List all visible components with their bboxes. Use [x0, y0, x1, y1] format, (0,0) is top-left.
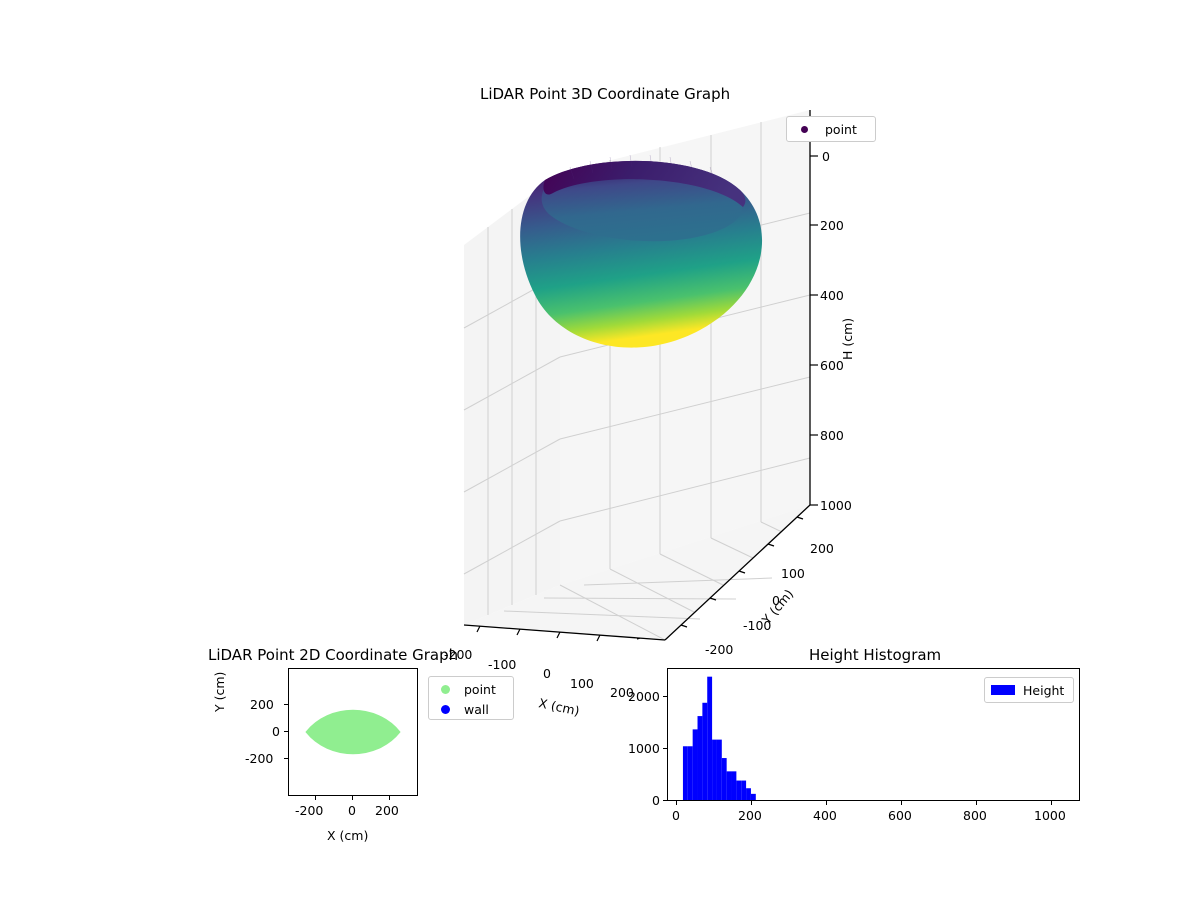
ytick-2d-2: 200 — [250, 697, 274, 712]
legend-item-wall-2d[interactable]: wall — [429, 699, 513, 719]
xtick-mark-2d-200 — [389, 796, 390, 800]
histogram-bar — [697, 716, 703, 800]
xaxis-label-2d: X (cm) — [327, 828, 369, 843]
ytick-3d-2: 0 — [772, 593, 780, 608]
ytick-mark-2d-neg200 — [284, 758, 288, 759]
xaxis-label-3d: X (cm) — [537, 695, 581, 718]
histogram-bar — [712, 739, 717, 800]
xtick-hist-2: 400 — [813, 808, 837, 823]
xtick-hist-0: 0 — [672, 808, 680, 823]
panel-hist-title: Height Histogram — [809, 646, 942, 664]
legend-item-height[interactable]: Height — [985, 680, 1073, 700]
histogram-bar — [741, 780, 747, 800]
histogram-bar — [716, 739, 722, 800]
xtick-2d-2: 200 — [375, 803, 399, 818]
point-cloud-3d — [520, 154, 763, 348]
xtick-3d-1: -100 — [488, 657, 516, 672]
xtick-hist-1: 200 — [738, 808, 762, 823]
histogram-bar — [707, 676, 713, 800]
xtick-mark-hist-800 — [976, 801, 977, 805]
ztick-3d-0: 0 — [822, 149, 830, 164]
ytick-mark-2d-200 — [284, 704, 288, 705]
legend-label-height: Height — [1023, 682, 1065, 698]
ytick-mark-hist-2000 — [663, 696, 667, 697]
ytick-mark-hist-1000 — [663, 748, 667, 749]
ytick-hist-1: 1000 — [628, 741, 660, 756]
ztick-3d-3: 600 — [820, 358, 844, 373]
ytick-2d-1: 0 — [272, 724, 280, 739]
ytick-3d-1: -100 — [743, 618, 771, 633]
xtick-mark-hist-600 — [901, 801, 902, 805]
xtick-3d-2: 0 — [543, 666, 551, 681]
yaxis-label-2d: Y (cm) — [212, 671, 227, 712]
histogram-bar — [726, 771, 732, 800]
ztick-3d-4: 800 — [820, 428, 844, 443]
xtick-3d-0: -200 — [444, 647, 472, 662]
legend-label-point-2d: point — [464, 681, 496, 697]
xtick-mark-hist-0 — [676, 801, 677, 805]
xaxis-ticks-3d — [476, 625, 641, 642]
histogram-bar — [746, 788, 751, 800]
ytick-mark-2d-0 — [284, 731, 288, 732]
ytick-2d-0: -200 — [245, 751, 274, 766]
panel-3d-title: LiDAR Point 3D Coordinate Graph — [480, 85, 731, 103]
ztick-3d-1: 200 — [820, 218, 844, 233]
ytick-3d-3: 100 — [781, 566, 805, 581]
xtick-2d-0: -200 — [295, 803, 324, 818]
xtick-hist-4: 800 — [963, 808, 987, 823]
axes-2d[interactable] — [288, 668, 418, 796]
legend-label-point-3d: point — [825, 121, 857, 137]
ytick-3d-4: 200 — [810, 541, 834, 556]
zaxis-ticks-3d — [810, 155, 818, 506]
pane-floor — [464, 505, 810, 640]
histogram-bar — [731, 771, 737, 800]
wall-marker-icon — [441, 704, 450, 714]
xtick-mark-hist-1000 — [1051, 801, 1052, 805]
ytick-3d-0: -200 — [705, 642, 733, 657]
point-cluster-2d — [305, 709, 401, 755]
ytick-hist-2: 2000 — [628, 689, 660, 704]
legend-item-point-2d[interactable]: point — [429, 679, 513, 699]
zaxis-label-3d: H (cm) — [840, 318, 855, 360]
xtick-mark-hist-400 — [826, 801, 827, 805]
yaxis-ticks-3d — [680, 516, 804, 628]
legend-label-wall-2d: wall — [464, 701, 489, 717]
point-marker-icon — [441, 684, 450, 694]
height-swatch-icon — [991, 685, 1015, 695]
legend-histogram[interactable]: Height — [984, 677, 1074, 703]
xtick-mark-2d-neg200 — [315, 796, 316, 800]
panel-2d-title: LiDAR Point 2D Coordinate Graph — [208, 646, 459, 664]
ytick-hist-0: 0 — [652, 793, 660, 808]
ztick-3d-5: 1000 — [820, 498, 852, 513]
xtick-hist-3: 600 — [888, 808, 912, 823]
point-marker-icon — [801, 125, 808, 133]
histogram-bar — [682, 746, 688, 800]
legend-2d[interactable]: point wall — [428, 676, 514, 720]
ytick-mark-hist-0 — [663, 800, 667, 801]
histogram-bars — [682, 676, 756, 800]
histogram-bar — [702, 702, 708, 800]
axes-3d[interactable]: -200 -100 0 100 200 -200 -100 0 100 200 — [444, 105, 910, 719]
xtick-mark-hist-200 — [751, 801, 752, 805]
xtick-3d-4: 200 — [610, 685, 634, 700]
histogram-bar — [736, 780, 742, 800]
histogram-bar — [687, 746, 693, 800]
xtick-3d-3: 100 — [570, 676, 594, 691]
legend-item-point-3d[interactable]: point — [787, 119, 875, 139]
legend-3d[interactable]: point — [786, 116, 876, 142]
axis-spines-3d — [463, 110, 811, 641]
xtick-2d-1: 0 — [348, 803, 356, 818]
histogram-bar — [721, 758, 727, 800]
xtick-hist-5: 1000 — [1034, 808, 1066, 823]
ztick-3d-2: 400 — [820, 288, 844, 303]
xtick-mark-2d-0 — [352, 796, 353, 800]
histogram-bar — [692, 729, 698, 800]
histogram-bar — [750, 793, 756, 800]
